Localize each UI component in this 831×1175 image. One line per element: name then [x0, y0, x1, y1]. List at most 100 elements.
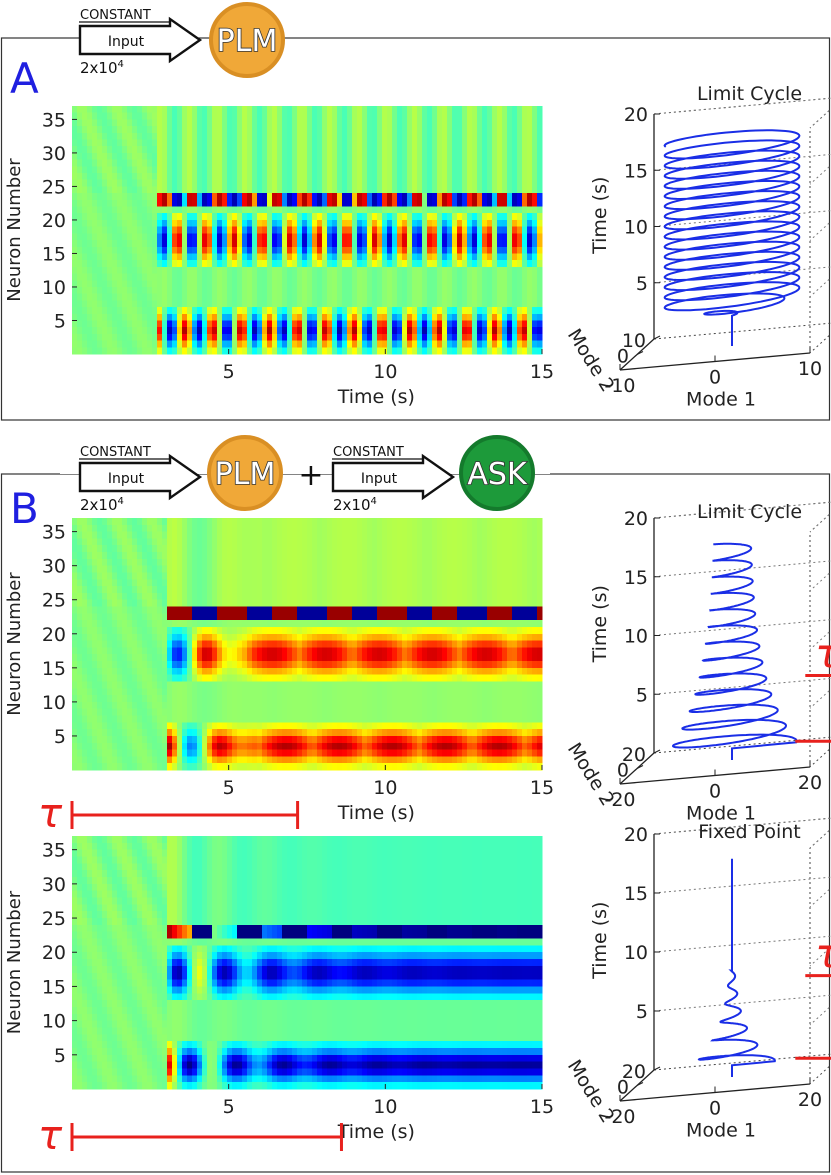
heatmap-cell [277, 119, 283, 127]
heatmap-cell [77, 286, 83, 295]
heatmap-cell [172, 579, 178, 587]
heatmap-cell [457, 518, 463, 526]
heatmap-cell [342, 606, 348, 614]
heatmap-cell [512, 112, 518, 120]
heatmap-cell [117, 327, 123, 335]
heatmap-cell [177, 226, 183, 234]
heatmap-cell [377, 126, 383, 134]
heatmap-cell [317, 518, 323, 526]
heatmap-cell [462, 586, 468, 594]
heatmap-cell [367, 240, 373, 248]
heatmap-cell [172, 179, 178, 188]
heatmap-cell [177, 126, 183, 134]
heatmap-cell [207, 620, 213, 628]
heatmap-cell [527, 524, 533, 533]
heatmap-cell [117, 166, 123, 174]
heatmap-cell [137, 538, 143, 546]
heatmap-cell [102, 199, 108, 208]
heatmap-cell [262, 293, 268, 301]
heatmap-cell [447, 300, 453, 308]
heatmap-cell [402, 613, 408, 621]
heatmap-cell [427, 173, 433, 181]
heatmap-cell [522, 552, 528, 560]
heatmap-cell [212, 545, 218, 553]
heatmap-cell [222, 126, 228, 134]
heatmap-cell [122, 347, 128, 355]
heatmap-cell [457, 132, 463, 141]
heatmap-cell [472, 531, 478, 540]
heatmap-cell [142, 132, 148, 141]
heatmap-cell [87, 166, 93, 174]
heatmap-cell [477, 613, 483, 621]
heatmap-cell [77, 246, 83, 255]
heatmap-cell [532, 166, 538, 174]
heatmap-cell [197, 119, 203, 127]
heatmap-cell [527, 599, 533, 608]
heatmap-cell [222, 226, 228, 234]
heatmap-cell [342, 347, 348, 355]
heatmap-cell [207, 106, 213, 114]
heatmap-cell [427, 531, 433, 540]
heatmap-cell [537, 300, 543, 308]
heatmap-cell [427, 159, 433, 167]
heatmap-cell [87, 206, 93, 214]
heatmap-cell [217, 159, 223, 167]
heatmap-cell [112, 159, 118, 167]
heatmap-cell [477, 119, 483, 127]
heatmap-cell [467, 518, 473, 526]
heatmap-cell [382, 226, 388, 234]
heatmap-cell [227, 132, 233, 141]
heatmap-cell [72, 260, 78, 268]
heatmap-cell [507, 246, 513, 255]
heatmap-cell [247, 166, 253, 174]
heatmap-cell [72, 186, 78, 194]
heatmap-cell [412, 119, 418, 127]
heatmap-cell [352, 233, 358, 241]
heatmap-cell [502, 152, 508, 161]
heatmap-cell [177, 273, 183, 281]
heatmap-cell [212, 572, 218, 580]
heatmap-cell [502, 173, 508, 181]
heatmap-cell [347, 592, 353, 601]
heatmap-cell [367, 139, 373, 147]
heatmap-cell [247, 606, 253, 614]
heatmap-cell [377, 313, 383, 322]
heatmap-cell [72, 146, 78, 154]
heatmap-cell [77, 293, 83, 301]
heatmap-cell [352, 253, 358, 261]
heatmap-cell [242, 586, 248, 594]
heatmap-cell [247, 139, 253, 147]
heatmap-cell [172, 213, 178, 221]
heatmap-cell [252, 126, 258, 134]
heatmap-cell [412, 579, 418, 587]
heatmap-cell [452, 173, 458, 181]
heatmap-cell [222, 558, 228, 567]
heatmap-cell [107, 327, 113, 335]
heatmap-cell [387, 307, 393, 315]
heatmap-cell [172, 558, 178, 567]
heatmap-cell [492, 572, 498, 580]
heatmap-cell [132, 246, 138, 255]
heatmap-cell [222, 273, 228, 281]
heatmap-cell [392, 126, 398, 134]
heatmap-cell [392, 132, 398, 141]
heatmap-cell [337, 206, 343, 214]
heatmap-cell [382, 300, 388, 308]
heatmap-cell [112, 293, 118, 301]
heatmap-cell [472, 606, 478, 614]
heatmap-cell [527, 313, 533, 322]
heatmap-cell [262, 552, 268, 560]
heatmap-cell [212, 266, 218, 275]
panel-b-letter: B [10, 484, 39, 533]
heatmap-cell [362, 300, 368, 308]
heatmap-cell [287, 300, 293, 308]
heatmap-cell [497, 313, 503, 322]
heatmap-cell [482, 246, 488, 255]
heatmap-cell [112, 219, 118, 228]
heatmap-cell [152, 126, 158, 134]
heatmap-cell [277, 253, 283, 261]
heatmap-cell [287, 320, 293, 328]
heatmap-cell [407, 159, 413, 167]
heatmap-cell [402, 300, 408, 308]
heatmap-cell [397, 531, 403, 540]
